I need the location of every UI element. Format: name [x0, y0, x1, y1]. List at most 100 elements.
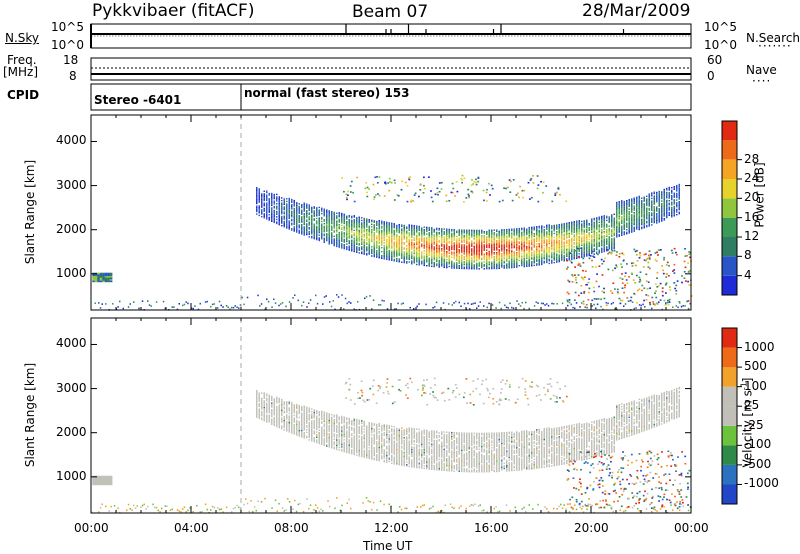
echo-cell: [643, 196, 645, 198]
echo-cell: [258, 190, 260, 193]
echo-cell: [673, 213, 675, 216]
echo-cell: [281, 217, 283, 219]
echo-cell: [528, 250, 530, 253]
echo-cell: [603, 287, 605, 290]
echo-cell: [596, 226, 598, 228]
echo-cell: [413, 250, 415, 252]
echo-cell: [261, 410, 263, 413]
echo-cell: [573, 230, 575, 232]
echo-cell: [286, 224, 288, 226]
echo-cell: [650, 254, 652, 256]
echo-cell: [446, 265, 448, 267]
echo-cell: [331, 234, 333, 237]
echo-cell: [501, 229, 503, 231]
echo-cell: [668, 188, 670, 190]
echo-cell: [483, 257, 485, 259]
echo-cell: [486, 268, 488, 270]
echo-cell: [648, 197, 650, 199]
echo-cell: [621, 299, 624, 302]
echo-cell: [618, 226, 620, 228]
echo-cell: [361, 247, 363, 249]
echo-cell: [461, 249, 463, 251]
echo-cell: [358, 225, 360, 228]
echo-cell: [651, 205, 653, 208]
echo-cell: [518, 227, 520, 230]
echo-cell: [636, 201, 638, 204]
echo-cell: [503, 234, 505, 236]
echo-cell: [425, 303, 427, 306]
echo-cell: [303, 214, 305, 216]
echo-cell: [673, 186, 675, 188]
echo-cell: [343, 236, 345, 238]
echo-cell: [478, 231, 480, 233]
echo-cell: [416, 237, 418, 239]
echo-cell: [365, 295, 368, 298]
echo-cell: [638, 212, 640, 215]
echo-cell: [493, 265, 495, 267]
echo-cell: [613, 232, 615, 234]
echo-cell: [633, 205, 635, 207]
echo-cell: [366, 247, 368, 249]
echo-cell: [580, 285, 583, 287]
echo-cell: [521, 239, 523, 241]
echo-cell: [533, 239, 535, 241]
echo-cell: [363, 224, 365, 226]
echo-cell: [361, 234, 363, 236]
echo-cell: [458, 233, 460, 235]
echo-cell: [408, 229, 410, 231]
echo-cell: [438, 259, 440, 262]
echo-cell: [561, 247, 563, 249]
echo-cell: [293, 218, 295, 220]
echo-cell: [648, 204, 650, 206]
echo-cell: [406, 231, 408, 234]
echo-cell: [301, 212, 303, 214]
echo-cell: [286, 203, 288, 205]
echo-cell: [258, 189, 260, 191]
echo-cell: [441, 254, 443, 256]
echo-cell: [98, 302, 100, 304]
echo-cell: [421, 240, 423, 242]
echo-cell: [648, 214, 650, 216]
echo-cell: [308, 221, 310, 223]
echo-cell: [638, 257, 641, 259]
echo-cell: [503, 237, 505, 239]
echo-cell: [431, 240, 433, 242]
echo-cell: [363, 252, 365, 254]
echo-cell: [328, 227, 330, 229]
echo-cell: [378, 176, 381, 178]
echo-cell: [613, 217, 615, 219]
echo-cell: [476, 239, 478, 241]
echo-cell: [586, 243, 588, 245]
echo-cell: [631, 218, 633, 220]
echo-cell: [606, 238, 608, 240]
echo-cell: [633, 217, 635, 219]
echo-cell: [574, 249, 577, 252]
echo-cell: [386, 256, 388, 258]
echo-cell: [286, 204, 288, 207]
echo-cell: [688, 253, 691, 256]
echo-cell: [338, 238, 340, 240]
echo-cell: [398, 254, 400, 256]
echo-cell: [503, 242, 505, 244]
echo-cell: [496, 258, 498, 260]
echo-cell: [633, 229, 635, 231]
echo-cell: [298, 207, 300, 209]
echo-cell: [661, 209, 663, 212]
echo-cell: [263, 194, 265, 196]
echo-cell: [453, 248, 455, 251]
echo-cell: [313, 211, 315, 213]
echo-cell: [456, 243, 458, 246]
echo-cell: [548, 254, 550, 257]
echo-cell: [501, 242, 503, 244]
echo-cell: [99, 278, 103, 281]
echo-cell: [568, 241, 570, 244]
echo-cell: [433, 256, 435, 258]
echo-cell: [486, 266, 488, 269]
echo-cell: [256, 188, 258, 190]
echo-cell: [413, 230, 415, 232]
echo-cell: [448, 260, 450, 262]
echo-cell: [521, 234, 523, 236]
echo-cell: [667, 303, 670, 306]
echo-cell: [671, 209, 673, 211]
echo-cell: [280, 303, 282, 305]
